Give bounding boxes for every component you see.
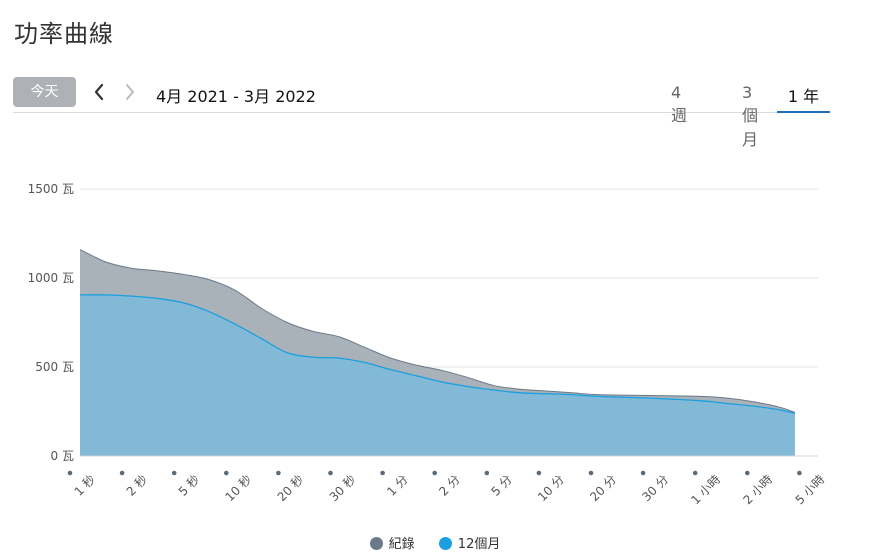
x-tick-dot	[224, 470, 229, 476]
y-tick-label: 500 瓦	[35, 360, 74, 374]
x-tick-label: 1 小時	[688, 472, 723, 507]
x-tick-dot	[692, 470, 698, 476]
x-tick-dot	[171, 470, 177, 476]
series-area-12-months	[80, 294, 795, 456]
toolbar: 今天 4月 2021 - 3月 2022 4 週 3個月 1 年	[13, 76, 830, 149]
x-tick-dot	[536, 470, 542, 476]
x-tick-label: 2 分	[436, 472, 462, 498]
x-tick-label: 10 秒	[223, 472, 255, 504]
chart-legend: 紀錄 12個月	[0, 533, 870, 552]
x-tick-dot	[484, 470, 490, 476]
legend-item-12-months[interactable]: 12個月	[438, 533, 501, 552]
x-tick-label: 20 秒	[275, 472, 307, 504]
tab-3-months[interactable]: 3個月	[742, 83, 759, 149]
legend-label-record: 紀錄	[388, 537, 415, 552]
x-tick-dot	[119, 470, 125, 476]
x-tick-label: 1 秒	[72, 472, 98, 498]
x-tick-dot	[432, 470, 438, 476]
x-tick-label: 10 分	[535, 472, 567, 504]
x-tick-label: 30 秒	[327, 472, 359, 504]
power-curve-chart: 0 瓦 500 瓦 1000 瓦 1500 瓦 1 秒 2 秒 5 秒 10 秒 20 秒 30 …	[28, 182, 828, 507]
x-tick-dot	[380, 470, 385, 476]
series-line-record	[79, 249, 796, 413]
x-tick-label: 30 分	[639, 472, 671, 504]
x-tick-dot	[797, 470, 802, 476]
legend-marker-record	[369, 537, 383, 550]
y-tick-label: 1000 瓦	[28, 271, 74, 285]
tab-4-weeks[interactable]: 4 週	[670, 83, 687, 125]
y-tick-label: 1500 瓦	[28, 182, 74, 196]
x-tick-dot	[276, 470, 281, 476]
chevron-left-icon[interactable]	[90, 80, 108, 104]
legend-item-record[interactable]: 紀錄	[369, 533, 415, 552]
x-tick-label: 2 秒	[124, 472, 150, 498]
page-title: 功率曲線	[14, 20, 114, 48]
chevron-right-icon[interactable]	[121, 80, 139, 104]
x-tick-label: 1 分	[384, 472, 410, 498]
x-tick-label: 5 小時	[793, 472, 828, 507]
legend-marker-12-months	[438, 537, 452, 550]
y-tick-label: 0 瓦	[51, 449, 74, 463]
x-tick-dot	[640, 470, 646, 476]
today-button[interactable]: 今天	[13, 77, 76, 107]
x-tick-label: 20 分	[587, 472, 619, 504]
date-range-label: 4月 2021 - 3月 2022	[156, 87, 316, 106]
x-tick-label: 5 秒	[176, 472, 202, 498]
x-tick-dot	[67, 470, 73, 476]
x-tick-dot	[328, 470, 333, 476]
x-tick-label: 2 小時	[740, 472, 775, 507]
tab-1-year[interactable]: 1 年	[777, 83, 830, 113]
series-line-12-months	[79, 294, 795, 414]
x-tick-label: 5 分	[488, 472, 514, 498]
x-tick-dot	[588, 470, 594, 476]
x-tick-dot	[745, 470, 750, 476]
legend-label-12-months: 12個月	[457, 537, 501, 552]
